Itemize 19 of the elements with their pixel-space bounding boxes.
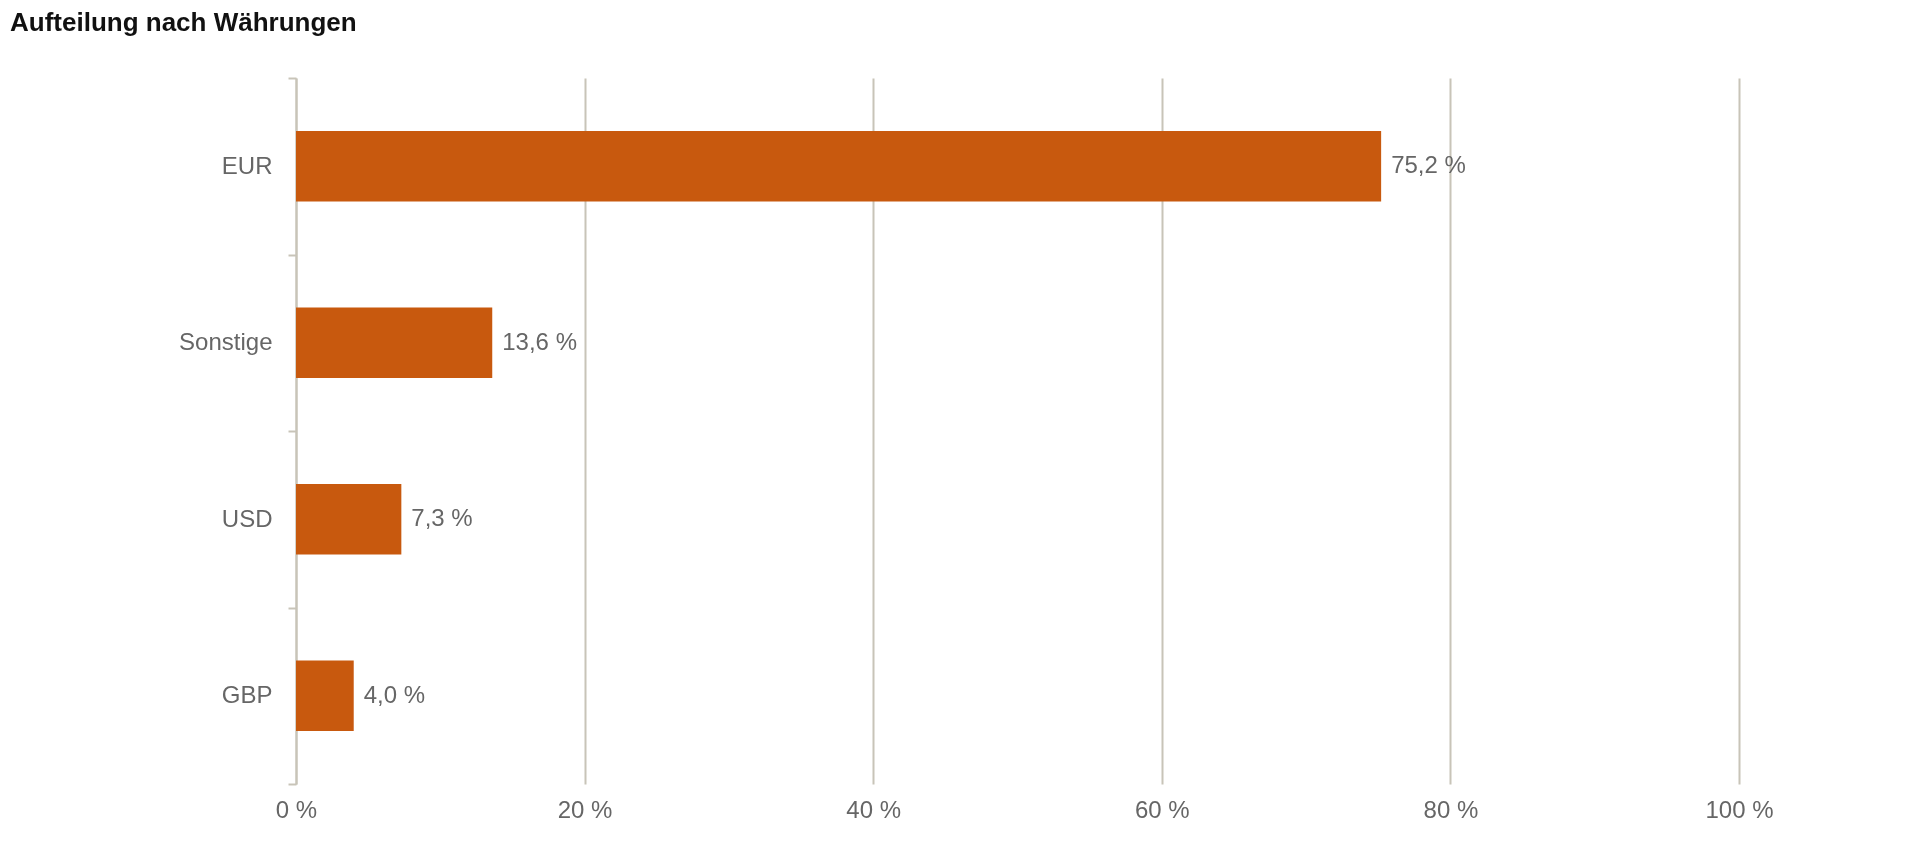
y-tick-label: Sonstige — [179, 328, 273, 356]
chart-title: Aufteilung nach Währungen — [10, 7, 357, 37]
data-label: 4,0 % — [363, 680, 426, 708]
y-tick-label: USD — [221, 504, 273, 532]
bar — [296, 130, 1382, 202]
x-tick-label: 0 % — [275, 795, 318, 823]
data-label: 7,3 % — [411, 504, 473, 532]
x-tick-label: 100 % — [1705, 795, 1774, 823]
x-tick-label: 80 % — [1423, 795, 1479, 823]
y-tick-label: EUR — [221, 151, 273, 179]
bar — [296, 307, 493, 379]
bar — [296, 660, 354, 732]
x-tick-label: 20 % — [557, 795, 613, 823]
data-label: 75,2 % — [1391, 151, 1466, 179]
x-tick-label: 60 % — [1134, 795, 1190, 823]
x-tick-label: 40 % — [846, 795, 902, 823]
data-label: 13,6 % — [502, 327, 577, 355]
y-tick-label: GBP — [221, 681, 273, 709]
bar — [296, 483, 402, 555]
